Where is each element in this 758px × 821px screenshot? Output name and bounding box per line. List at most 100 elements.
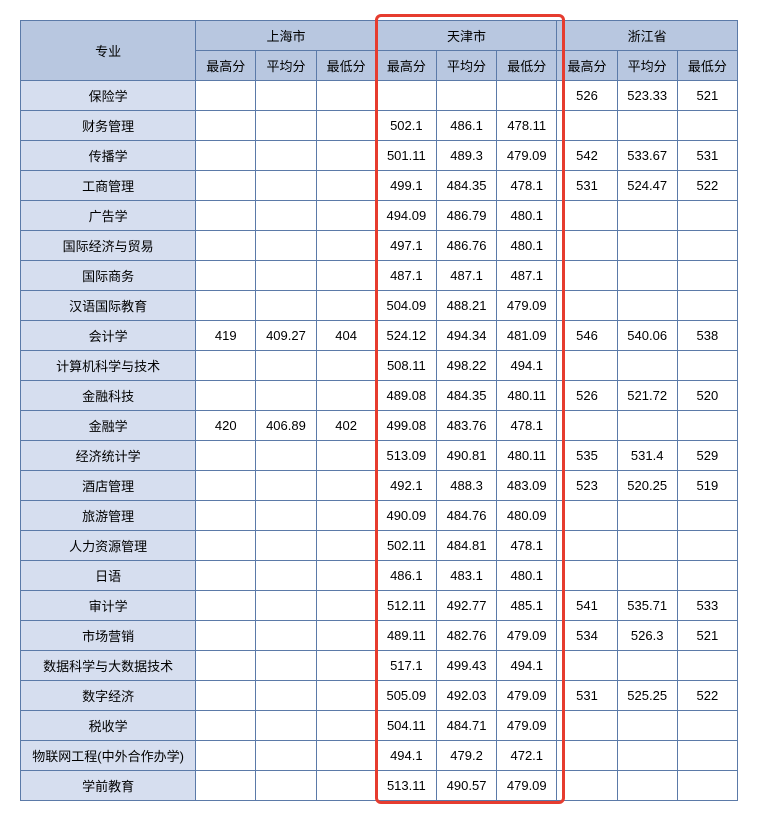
cell-value — [677, 411, 737, 441]
row-label: 广告学 — [21, 201, 196, 231]
cell-value — [256, 591, 316, 621]
cell-value — [557, 651, 617, 681]
cell-value: 404 — [316, 321, 376, 351]
cell-value: 479.2 — [436, 741, 496, 771]
cell-value — [617, 711, 677, 741]
cell-value — [617, 411, 677, 441]
cell-value — [557, 561, 617, 591]
cell-value: 533.67 — [617, 141, 677, 171]
cell-value — [256, 681, 316, 711]
table-row: 日语486.1483.1480.1 — [21, 561, 738, 591]
cell-value — [617, 741, 677, 771]
cell-value: 483.1 — [436, 561, 496, 591]
cell-value: 526.3 — [617, 621, 677, 651]
row-label: 保险学 — [21, 81, 196, 111]
cell-value: 484.35 — [436, 171, 496, 201]
cell-value: 540.06 — [617, 321, 677, 351]
cell-value: 525.25 — [617, 681, 677, 711]
cell-value: 420 — [196, 411, 256, 441]
cell-value — [196, 741, 256, 771]
table-row: 保险学526523.33521 — [21, 81, 738, 111]
row-label: 物联网工程(中外合作办学) — [21, 741, 196, 771]
cell-value — [256, 111, 316, 141]
row-label: 计算机科学与技术 — [21, 351, 196, 381]
table-body: 保险学526523.33521财务管理502.1486.1478.11传播学50… — [21, 81, 738, 801]
cell-value — [196, 501, 256, 531]
cell-value: 526 — [557, 81, 617, 111]
cell-value: 480.11 — [497, 441, 557, 471]
scores-table: 专业 上海市 天津市 浙江省 最高分 平均分 最低分 最高分 平均分 最低分 最… — [20, 20, 738, 801]
cell-value: 513.11 — [376, 771, 436, 801]
cell-value — [557, 111, 617, 141]
cell-value: 531 — [557, 681, 617, 711]
table-row: 传播学501.11489.3479.09542533.67531 — [21, 141, 738, 171]
cell-value — [557, 291, 617, 321]
cell-value: 520 — [677, 381, 737, 411]
cell-value: 480.1 — [497, 201, 557, 231]
cell-value: 484.76 — [436, 501, 496, 531]
row-label: 审计学 — [21, 591, 196, 621]
cell-value — [196, 591, 256, 621]
cell-value — [316, 711, 376, 741]
cell-value — [316, 441, 376, 471]
cell-value: 494.1 — [497, 651, 557, 681]
cell-value — [376, 81, 436, 111]
cell-value: 523.33 — [617, 81, 677, 111]
cell-value — [256, 201, 316, 231]
cell-value — [316, 231, 376, 261]
cell-value — [196, 291, 256, 321]
cell-value: 519 — [677, 471, 737, 501]
cell-value — [316, 171, 376, 201]
header-region-1: 天津市 — [376, 21, 557, 51]
table-row: 计算机科学与技术508.11498.22494.1 — [21, 351, 738, 381]
cell-value — [196, 681, 256, 711]
cell-value — [617, 351, 677, 381]
row-label: 工商管理 — [21, 171, 196, 201]
cell-value: 534 — [557, 621, 617, 651]
cell-value: 508.11 — [376, 351, 436, 381]
row-label: 国际经济与贸易 — [21, 231, 196, 261]
cell-value — [617, 231, 677, 261]
cell-value — [677, 561, 737, 591]
cell-value — [316, 201, 376, 231]
cell-value: 502.1 — [376, 111, 436, 141]
cell-value: 406.89 — [256, 411, 316, 441]
cell-value — [196, 141, 256, 171]
cell-value — [256, 381, 316, 411]
cell-value: 481.09 — [497, 321, 557, 351]
row-label: 国际商务 — [21, 261, 196, 291]
header-region-0: 上海市 — [196, 21, 377, 51]
cell-value: 484.71 — [436, 711, 496, 741]
cell-value: 499.08 — [376, 411, 436, 441]
cell-value — [256, 501, 316, 531]
cell-value: 499.43 — [436, 651, 496, 681]
cell-value — [256, 561, 316, 591]
cell-value — [677, 531, 737, 561]
cell-value: 483.76 — [436, 411, 496, 441]
table-row: 金融科技489.08484.35480.11526521.72520 — [21, 381, 738, 411]
table-container: 专业 上海市 天津市 浙江省 最高分 平均分 最低分 最高分 平均分 最低分 最… — [20, 20, 738, 801]
cell-value: 535 — [557, 441, 617, 471]
cell-value: 529 — [677, 441, 737, 471]
cell-value: 494.1 — [376, 741, 436, 771]
cell-value: 402 — [316, 411, 376, 441]
table-row: 汉语国际教育504.09488.21479.09 — [21, 291, 738, 321]
table-row: 数据科学与大数据技术517.1499.43494.1 — [21, 651, 738, 681]
cell-value — [316, 471, 376, 501]
cell-value — [316, 81, 376, 111]
cell-value: 492.1 — [376, 471, 436, 501]
cell-value — [497, 81, 557, 111]
table-row: 数字经济505.09492.03479.09531525.25522 — [21, 681, 738, 711]
cell-value — [677, 231, 737, 261]
cell-value — [557, 201, 617, 231]
header-sub: 最低分 — [497, 51, 557, 81]
header-sub: 最低分 — [316, 51, 376, 81]
cell-value — [196, 471, 256, 501]
cell-value: 504.09 — [376, 291, 436, 321]
cell-value — [557, 771, 617, 801]
table-row: 国际经济与贸易497.1486.76480.1 — [21, 231, 738, 261]
header-region-2: 浙江省 — [557, 21, 738, 51]
cell-value — [677, 501, 737, 531]
cell-value: 522 — [677, 681, 737, 711]
cell-value — [256, 291, 316, 321]
